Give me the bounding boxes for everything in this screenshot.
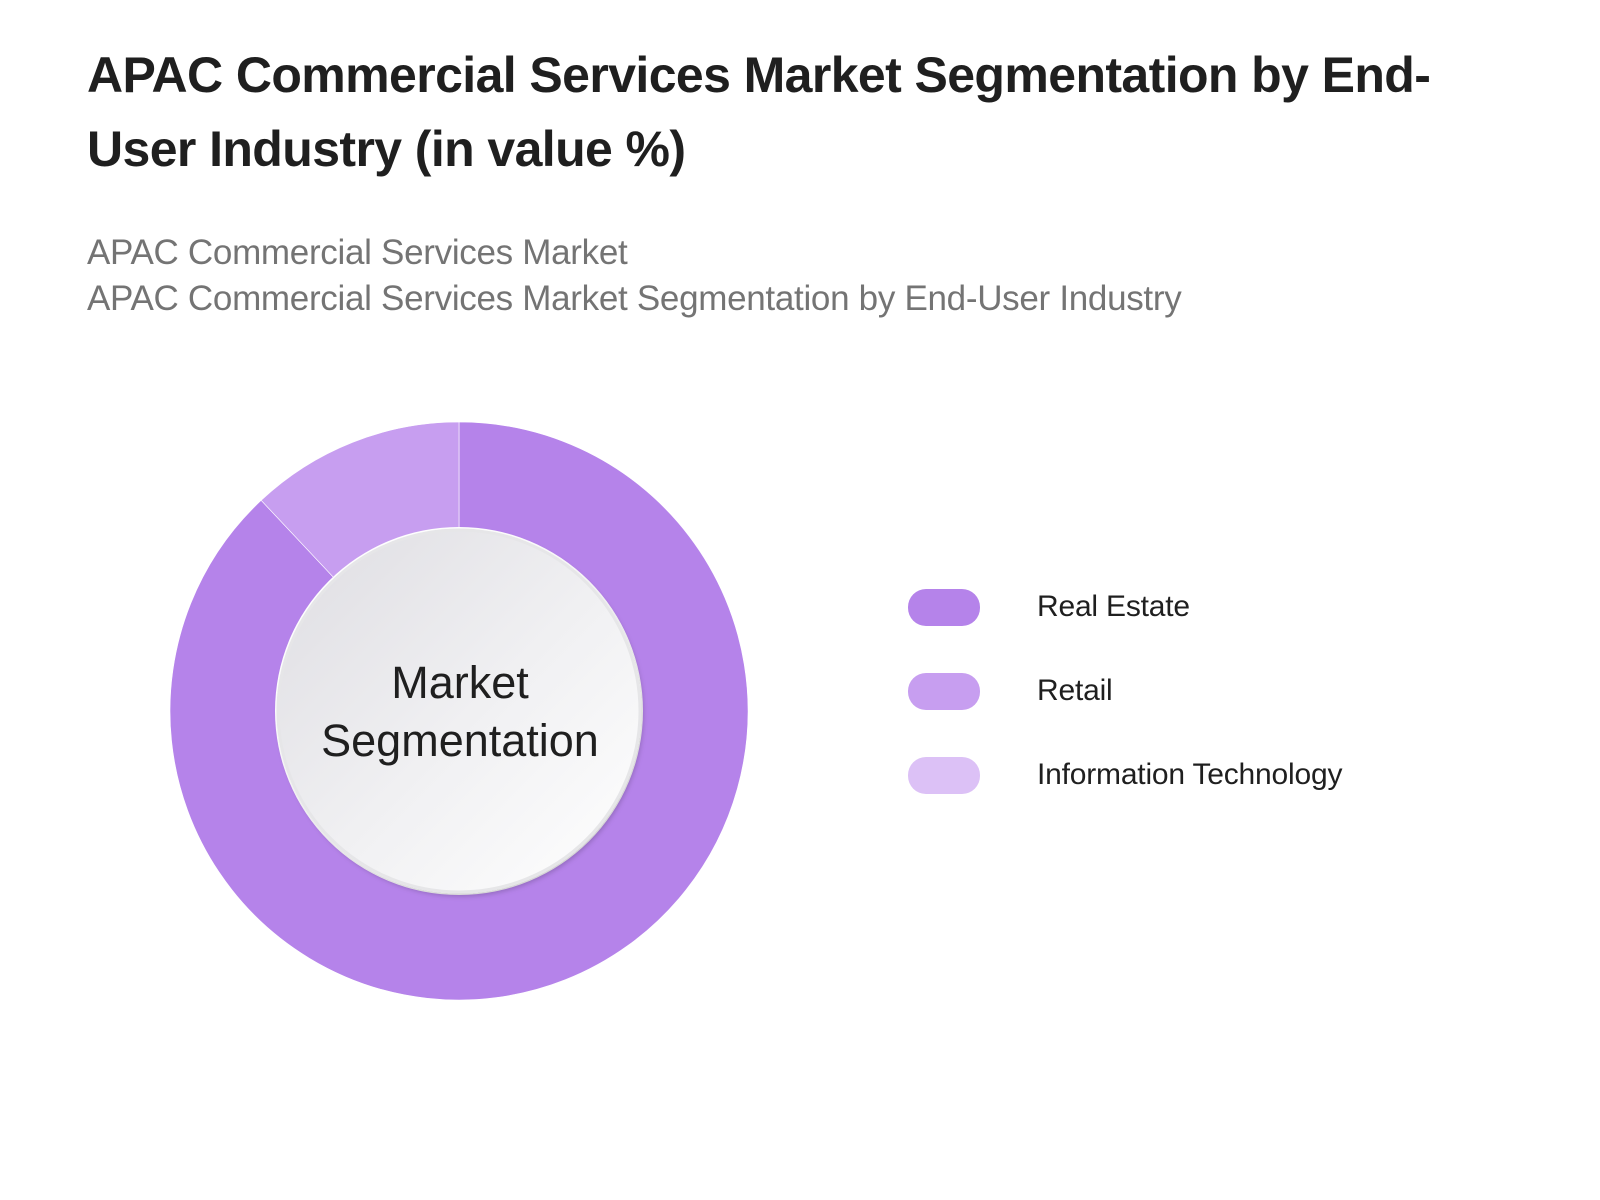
legend-swatch-real-estate bbox=[908, 588, 980, 626]
legend-label: Retail bbox=[1037, 674, 1113, 707]
legend-label: Real Estate bbox=[1037, 590, 1190, 623]
legend-item-real-estate[interactable]: Real Estate bbox=[908, 588, 1342, 626]
legend-item-retail[interactable]: Retail bbox=[908, 672, 1342, 710]
chart-title: APAC Commercial Services Market Segmenta… bbox=[87, 47, 1431, 177]
chart-legend: Real Estate Retail Information Technolog… bbox=[908, 588, 1342, 840]
donut-center-disc bbox=[276, 528, 642, 894]
legend-swatch-information-technology bbox=[908, 756, 980, 794]
legend-item-information-technology[interactable]: Information Technology bbox=[908, 756, 1342, 794]
legend-label: Information Technology bbox=[1037, 758, 1343, 791]
legend-swatch-retail bbox=[908, 672, 980, 710]
donut-chart-svg bbox=[170, 422, 749, 1001]
subtitle-line-2: APAC Commercial Services Market Segmenta… bbox=[87, 279, 1182, 318]
subtitle-line-1: APAC Commercial Services Market bbox=[87, 233, 628, 272]
donut-chart bbox=[170, 422, 750, 1002]
chart-subtitle: APAC Commercial Services Market APAC Com… bbox=[87, 230, 1182, 322]
